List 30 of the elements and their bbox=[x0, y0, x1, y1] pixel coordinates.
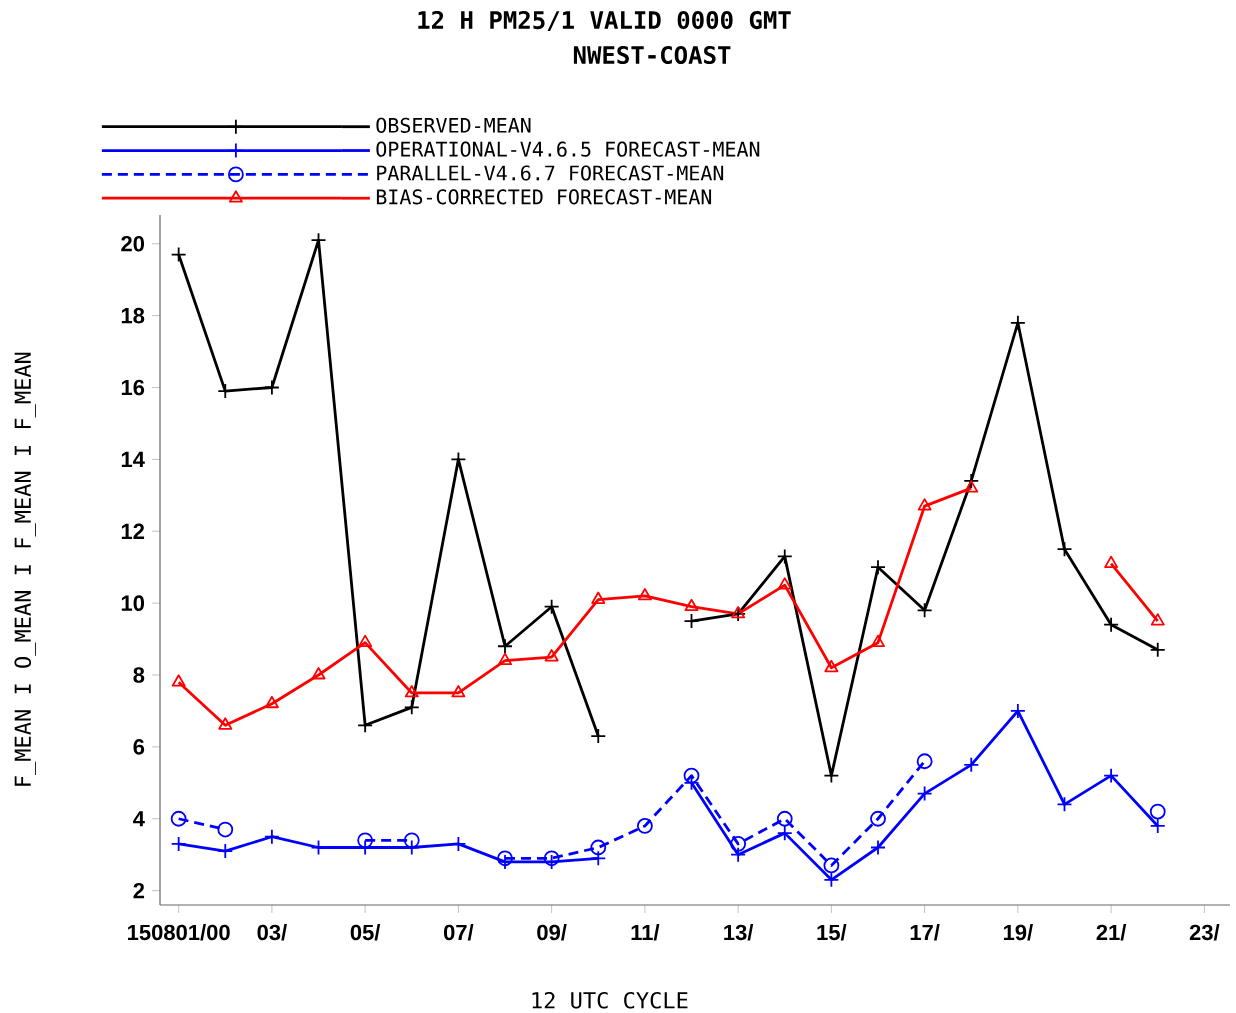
y-tick-label: 16 bbox=[121, 379, 145, 396]
legend-label: OBSERVED-MEAN bbox=[376, 117, 531, 133]
y-tick-label: 10 bbox=[121, 595, 145, 611]
y-tick-label: 2 bbox=[133, 882, 145, 899]
x-tick-label: 21/ bbox=[1096, 924, 1127, 941]
y-tick-label: 12 bbox=[121, 523, 145, 539]
x-tick-label: 23/ bbox=[1189, 924, 1220, 941]
x-tick-label: 03/ bbox=[257, 924, 287, 941]
x-tick-label: 15/ bbox=[817, 924, 847, 941]
y-tick-label: 18 bbox=[121, 307, 145, 324]
chart-title: 12 H PM25/1 VALID 0000 GMT bbox=[418, 10, 791, 32]
x-tick-label: 07/ bbox=[443, 924, 474, 941]
y-tick-label: 4 bbox=[133, 811, 145, 827]
chart-subtitle: NWEST-COAST bbox=[573, 45, 731, 65]
x-tick-label: 150801/00 bbox=[128, 924, 230, 941]
x-tick-label: 19/ bbox=[1003, 924, 1033, 941]
legend-label: PARALLEL-V4.6.7 FORECAST-MEAN bbox=[377, 165, 724, 181]
x-axis-title: 12 UTC CYCLE bbox=[532, 991, 688, 1009]
legend-label: OPERATIONAL-V4.6.5 FORECAST-MEAN bbox=[376, 141, 760, 157]
legend-label: BIAS-CORRECTED FORECAST-MEAN bbox=[376, 189, 712, 205]
x-tick-label: 17/ bbox=[910, 924, 940, 941]
x-tick-label: 09/ bbox=[537, 924, 567, 941]
y-axis-title: F_MEAN I O_MEAN I F_MEAN I F_MEAN bbox=[14, 352, 36, 786]
x-tick-label: 05/ bbox=[350, 924, 381, 941]
y-tick-label: 8 bbox=[133, 667, 145, 683]
y-tick-label: 20 bbox=[121, 235, 145, 252]
y-tick-label: 6 bbox=[133, 739, 145, 755]
y-tick-label: 14 bbox=[121, 451, 145, 467]
x-tick-label: 13/ bbox=[724, 924, 754, 941]
x-tick-label: 11/ bbox=[631, 924, 660, 941]
